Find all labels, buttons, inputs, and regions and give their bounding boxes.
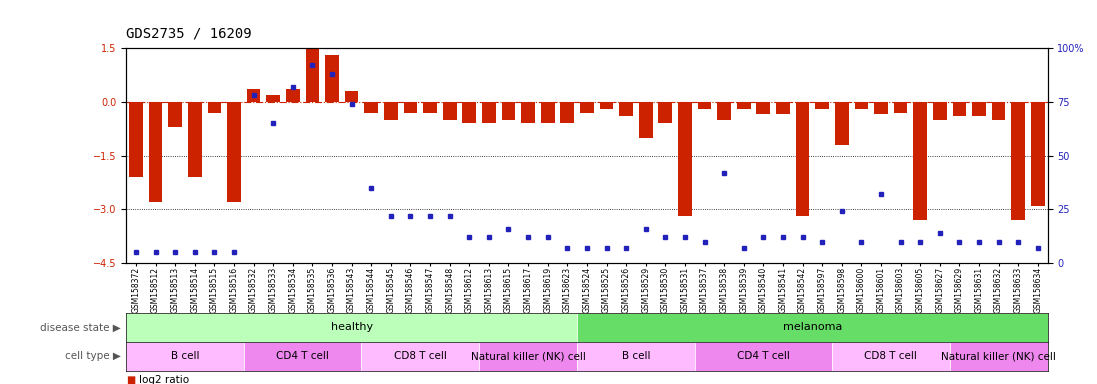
Bar: [874, 102, 887, 114]
Bar: [479, 342, 577, 371]
Bar: [561, 102, 574, 123]
Bar: [972, 102, 986, 116]
Bar: [325, 55, 339, 102]
Bar: [577, 313, 1048, 342]
Bar: [521, 102, 535, 123]
Text: B cell: B cell: [171, 351, 200, 361]
Bar: [914, 102, 927, 220]
Bar: [952, 102, 966, 116]
Text: cell type ▶: cell type ▶: [65, 351, 121, 361]
Bar: [126, 313, 577, 342]
Bar: [168, 102, 182, 127]
Bar: [1011, 102, 1025, 220]
Bar: [286, 89, 299, 102]
Bar: [600, 102, 613, 109]
Bar: [832, 342, 950, 371]
Text: B cell: B cell: [622, 351, 651, 361]
Bar: [541, 102, 555, 123]
Bar: [698, 102, 711, 109]
Bar: [267, 94, 280, 102]
Bar: [423, 102, 437, 113]
Bar: [188, 102, 202, 177]
Bar: [482, 102, 496, 123]
Bar: [580, 102, 593, 113]
Bar: [855, 102, 868, 109]
Bar: [364, 102, 378, 113]
Text: healthy: healthy: [330, 322, 373, 333]
Bar: [950, 342, 1048, 371]
Text: log2 ratio: log2 ratio: [139, 375, 190, 384]
Bar: [126, 342, 244, 371]
Bar: [932, 102, 947, 120]
Bar: [835, 102, 849, 145]
Text: melanoma: melanoma: [782, 322, 842, 333]
Bar: [577, 342, 694, 371]
Text: CD8 T cell: CD8 T cell: [394, 351, 446, 361]
Bar: [247, 89, 260, 102]
Bar: [992, 102, 1006, 120]
Text: GDS2735 / 16209: GDS2735 / 16209: [126, 26, 252, 40]
Bar: [306, 48, 319, 102]
Bar: [678, 102, 692, 217]
Bar: [638, 102, 653, 137]
Bar: [227, 102, 241, 202]
Bar: [404, 102, 417, 113]
Bar: [795, 102, 810, 217]
Bar: [443, 102, 456, 120]
Text: disease state ▶: disease state ▶: [39, 322, 121, 333]
Bar: [129, 102, 143, 177]
Bar: [757, 102, 770, 114]
Bar: [149, 102, 162, 202]
Bar: [384, 102, 398, 120]
Text: ■: ■: [126, 375, 135, 384]
Bar: [717, 102, 731, 120]
Bar: [658, 102, 672, 123]
Bar: [244, 342, 361, 371]
Bar: [776, 102, 790, 114]
Bar: [463, 102, 476, 123]
Bar: [694, 342, 832, 371]
Text: CD4 T cell: CD4 T cell: [276, 351, 329, 361]
Text: CD8 T cell: CD8 T cell: [864, 351, 917, 361]
Bar: [894, 102, 907, 113]
Text: Natural killer (NK) cell: Natural killer (NK) cell: [941, 351, 1056, 361]
Bar: [207, 102, 222, 113]
Bar: [501, 102, 516, 120]
Bar: [344, 91, 359, 102]
Text: CD4 T cell: CD4 T cell: [737, 351, 790, 361]
Bar: [1031, 102, 1044, 206]
Bar: [361, 342, 479, 371]
Text: Natural killer (NK) cell: Natural killer (NK) cell: [471, 351, 586, 361]
Bar: [737, 102, 750, 109]
Bar: [815, 102, 829, 109]
Bar: [619, 102, 633, 116]
